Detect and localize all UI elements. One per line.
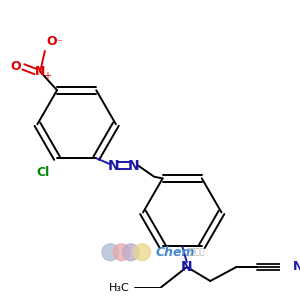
Circle shape: [122, 244, 139, 261]
Text: H₃C: H₃C: [109, 283, 130, 292]
Circle shape: [134, 244, 151, 261]
Circle shape: [102, 244, 119, 261]
Circle shape: [113, 244, 130, 261]
Text: Cl: Cl: [36, 166, 50, 179]
Text: Chem: Chem: [155, 246, 195, 259]
Text: +: +: [43, 71, 51, 81]
Text: N: N: [107, 159, 119, 173]
Text: N: N: [128, 159, 140, 173]
Text: 专业数据: 专业数据: [187, 248, 206, 257]
Text: O: O: [11, 60, 21, 74]
Text: N: N: [292, 260, 300, 274]
Text: ⁻: ⁻: [56, 38, 62, 49]
Text: O: O: [47, 35, 57, 48]
Text: N: N: [35, 65, 45, 78]
Text: N: N: [181, 260, 193, 274]
